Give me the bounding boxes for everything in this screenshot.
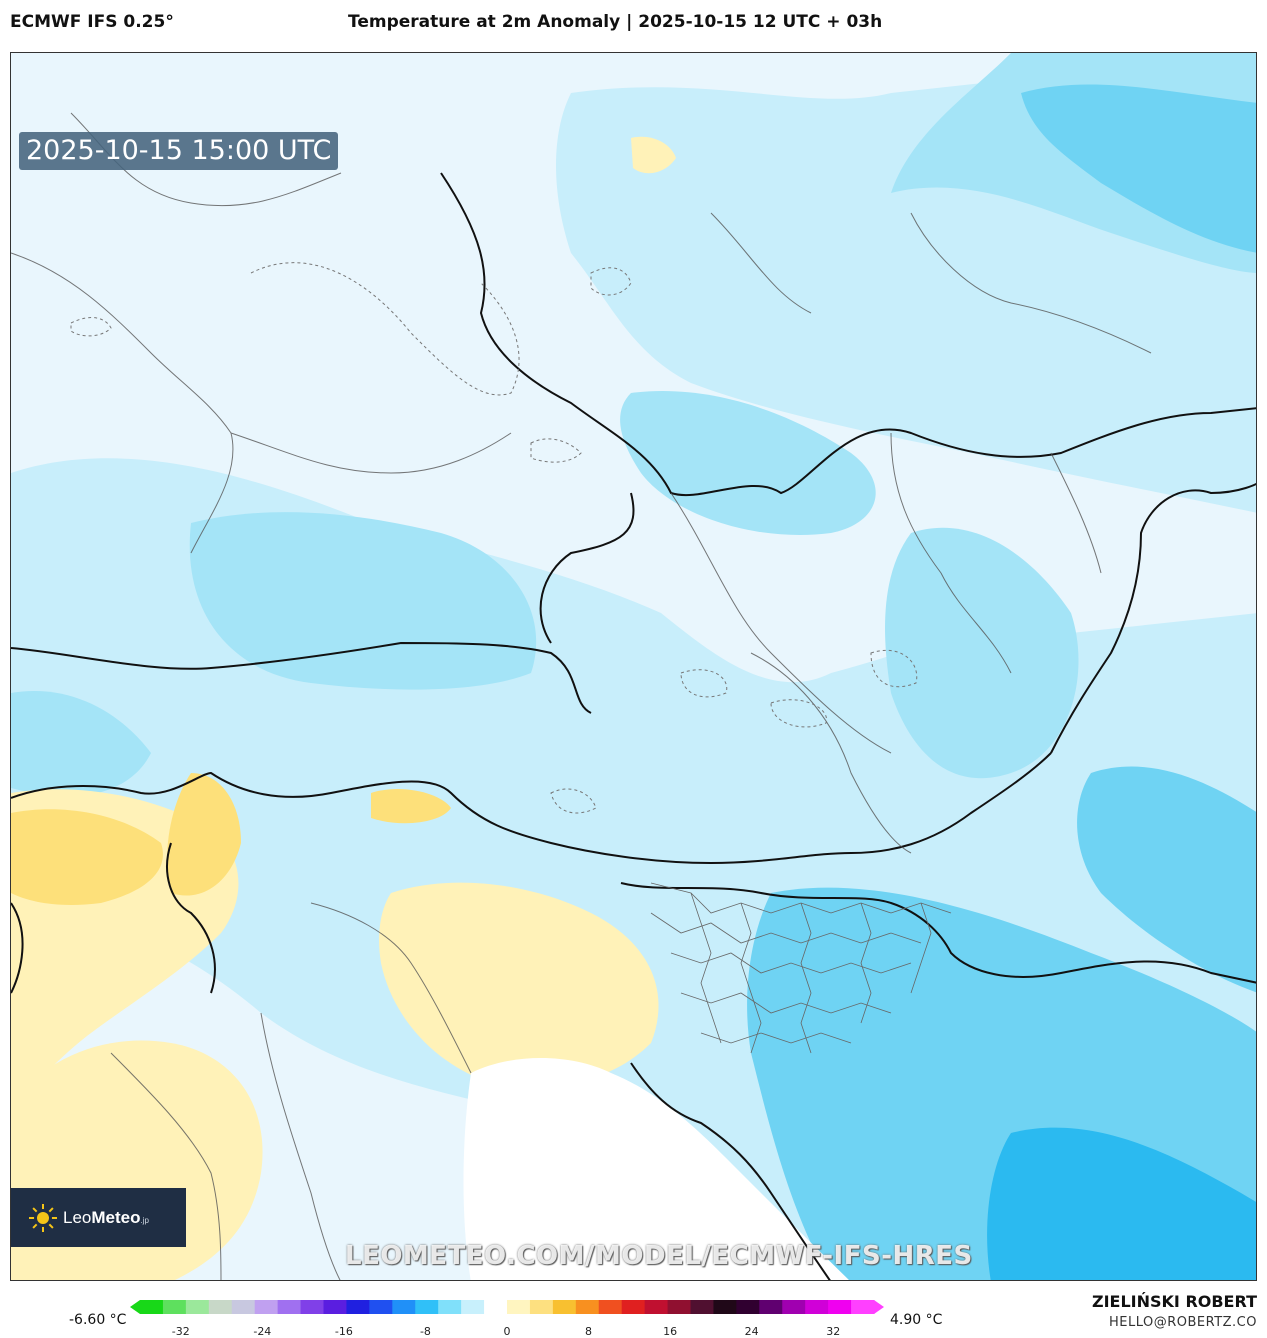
anomaly-contours bbox=[70, 262, 918, 814]
colorbar-tick-label: 0 bbox=[503, 1325, 511, 1338]
colorbar-swatch bbox=[529, 1300, 554, 1314]
colorbar-swatch bbox=[736, 1300, 760, 1314]
colorbar bbox=[130, 1300, 884, 1314]
cold-zone-east bbox=[885, 527, 1079, 779]
colorbar-swatch bbox=[323, 1300, 347, 1314]
cold-zone-southeast-deep bbox=[987, 1127, 1256, 1280]
colorbar-swatch bbox=[690, 1300, 714, 1314]
colorbar-tick-label: -8 bbox=[419, 1325, 431, 1338]
colorbar-swatch bbox=[759, 1300, 783, 1314]
warm-zone-alps bbox=[167, 773, 241, 896]
colorbar-swatch bbox=[438, 1300, 462, 1314]
watermark-url: LEOMETEO.COM/MODEL/ECMWF-IFS-HRES bbox=[345, 1241, 973, 1271]
model-name: ECMWF IFS 0.25° bbox=[10, 12, 174, 32]
colorbar-swatch bbox=[782, 1300, 806, 1314]
colorbar-swatch bbox=[828, 1300, 852, 1314]
municipal-borders bbox=[650, 882, 952, 1054]
warm-zone-west-2 bbox=[11, 809, 163, 905]
colorbar-swatch bbox=[484, 1300, 508, 1314]
warm-zone-alps-2 bbox=[371, 788, 451, 824]
colorbar-swatch bbox=[575, 1300, 600, 1314]
cold-zone-east-central bbox=[620, 391, 876, 535]
cold-zone-far-east bbox=[1077, 766, 1256, 993]
colorbar-swatch bbox=[507, 1300, 531, 1314]
author-name: ZIELIŃSKI ROBERT bbox=[1091, 1292, 1257, 1311]
cold-zone-west bbox=[11, 691, 151, 797]
valid-time-label: 2025-10-15 15:00 UTC bbox=[19, 132, 339, 170]
logo-brand-suffix: Meteo bbox=[91, 1207, 141, 1227]
legend-max-value: 4.90 °C bbox=[890, 1312, 943, 1328]
colorbar-swatch bbox=[713, 1300, 737, 1314]
colorbar-swatch bbox=[461, 1300, 485, 1314]
colorbar-tick-label: -16 bbox=[334, 1325, 353, 1338]
colorbar-tick-label: 16 bbox=[663, 1325, 678, 1338]
colorbar-swatch bbox=[185, 1300, 210, 1314]
colorbar-swatch bbox=[644, 1300, 669, 1314]
legend-min-value: -6.60 °C bbox=[69, 1312, 127, 1328]
colorbar-swatch bbox=[598, 1300, 623, 1314]
colorbar-swatch bbox=[300, 1300, 324, 1314]
colorbar-swatch bbox=[140, 1300, 164, 1314]
colorbar-tick-label: -24 bbox=[253, 1325, 272, 1338]
colorbar-swatch bbox=[552, 1300, 577, 1314]
colorbar-swatch bbox=[162, 1300, 187, 1314]
colorbar-swatch bbox=[392, 1300, 416, 1314]
colorbar-swatch bbox=[851, 1300, 875, 1314]
colorbar-swatch bbox=[346, 1300, 370, 1314]
adriatic-sea bbox=[463, 1058, 849, 1280]
colorbar-tick-label: 24 bbox=[744, 1325, 759, 1338]
colorbar-swatch bbox=[805, 1300, 829, 1314]
logo-text: LeoMeteo.jp bbox=[63, 1208, 149, 1228]
leometeo-logo[interactable]: LeoMeteo.jp bbox=[11, 1188, 186, 1247]
anomaly-map[interactable]: 2025-10-15 15:00 UTC bbox=[10, 52, 1257, 1281]
cold-zone-northeast-deep bbox=[1021, 84, 1256, 253]
country-borders bbox=[11, 172, 1256, 1280]
chart-title: Temperature at 2m Anomaly | 2025-10-15 1… bbox=[348, 12, 883, 32]
sun-icon bbox=[29, 1203, 57, 1232]
colorbar-swatch bbox=[231, 1300, 256, 1314]
warm-zone-adriatic-north bbox=[379, 882, 659, 1087]
colorbar-tick-label: 8 bbox=[585, 1325, 593, 1338]
colorbar-swatch bbox=[415, 1300, 439, 1314]
colorbar-swatch bbox=[208, 1300, 233, 1314]
logo-brand-tld: .jp bbox=[140, 1215, 149, 1225]
colorbar-swatch bbox=[254, 1300, 279, 1314]
cold-zone-central bbox=[189, 512, 537, 690]
colorbar-arrow-left bbox=[130, 1300, 140, 1314]
author-email[interactable]: HELLO@ROBERTZ.CO bbox=[1108, 1315, 1257, 1330]
colorbar-swatch bbox=[369, 1300, 393, 1314]
map-canvas bbox=[11, 53, 1256, 1280]
colorbar-swatch bbox=[277, 1300, 302, 1314]
colorbar-tick-label: -32 bbox=[171, 1325, 190, 1338]
warm-spot-north bbox=[631, 136, 676, 174]
colorbar-swatch bbox=[621, 1300, 646, 1314]
colorbar-tick-label: 32 bbox=[826, 1325, 841, 1338]
logo-brand-prefix: Leo bbox=[63, 1207, 92, 1227]
colorbar-swatch bbox=[667, 1300, 691, 1314]
colorbar-arrow-right bbox=[874, 1300, 884, 1314]
